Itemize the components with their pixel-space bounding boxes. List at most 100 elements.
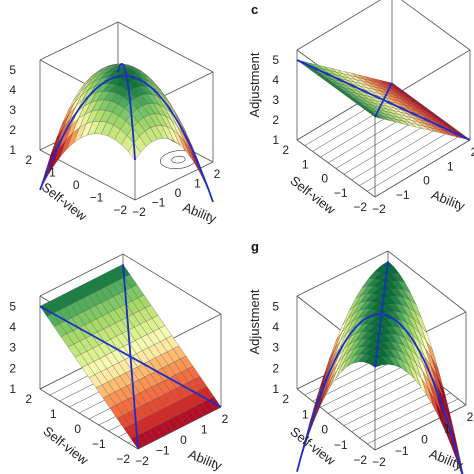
ability-tick-label: 1 — [444, 421, 451, 435]
panel-letter: c — [251, 2, 258, 17]
selfview-tick-label: −2 — [113, 203, 127, 217]
ability-tick-label: 2 — [222, 412, 229, 426]
selfview-tick-label: 0 — [321, 423, 328, 437]
selfview-tick-label: 0 — [74, 422, 81, 436]
vertical-tick-label: 1 — [9, 143, 16, 157]
ability-tick-label: 1 — [447, 159, 454, 173]
vertical-axis-ticks: 1 2 3 4 5 — [272, 53, 279, 147]
vertical-tick-label: 3 — [9, 103, 16, 117]
ability-tick-label: 2 — [467, 410, 474, 424]
selfview-axis-ticks: −2 −1 0 1 2 — [25, 392, 130, 466]
vertical-tick-label: 2 — [9, 361, 16, 375]
ability-tick-label: −1 — [395, 444, 409, 458]
vertical-tick-label: 2 — [9, 123, 16, 137]
line-incongruence — [39, 75, 214, 203]
ability-axis-label: Ability — [427, 446, 465, 473]
ability-tick-label: −2 — [132, 205, 146, 219]
vertical-tick-label: 3 — [9, 341, 16, 355]
panel-top-right: 12345−2−1012−2−1012AbilitySelf-viewAdjus… — [247, 0, 474, 217]
selfview-axis-ticks: −2 −1 012 — [282, 392, 367, 467]
vertical-axis-ticks: 1 2 3 4 5 — [9, 63, 16, 157]
vertical-tick-label: 3 — [272, 341, 279, 355]
ability-axis-ticks: −2 −1 012 — [135, 412, 229, 468]
surface — [296, 59, 471, 141]
selfview-tick-label: −1 — [90, 191, 104, 205]
ability-axis-label: Ability — [186, 446, 224, 473]
line-incongruence — [39, 305, 222, 408]
selfview-axis-label: Self-view — [287, 424, 338, 469]
ability-tick-label: −1 — [396, 188, 410, 202]
vertical-tick-label: 5 — [9, 63, 16, 77]
vertical-tick-label: 1 — [9, 382, 16, 396]
vertical-tick-label: 1 — [272, 133, 279, 147]
selfview-tick-label: −2 — [116, 452, 130, 466]
ability-tick-label: 0 — [180, 433, 187, 447]
vertical-tick-label: 5 — [9, 299, 16, 313]
selfview-axis-label: Self-view — [287, 173, 338, 218]
line-incongruence — [296, 59, 471, 141]
selfview-tick-label: 0 — [73, 178, 80, 192]
selfview-tick-label: −2 — [353, 453, 367, 467]
selfview-axis-label: Self-view — [39, 179, 90, 224]
ability-tick-label: 2 — [214, 167, 221, 181]
selfview-tick-label: 2 — [25, 153, 32, 167]
adjustment-axis-label: Adjustment — [247, 289, 262, 354]
blue-lines — [39, 62, 214, 203]
surface — [296, 261, 464, 474]
selfview-tick-label: 2 — [282, 143, 289, 157]
selfview-tick-label: 1 — [50, 407, 57, 421]
vertical-axis-ticks: 1 2 3 4 5 — [272, 299, 279, 396]
vertical-tick-label: 4 — [272, 320, 279, 334]
vertical-tick-label: 5 — [272, 299, 279, 313]
ability-tick-label: 1 — [201, 423, 208, 437]
ability-tick-label: −2 — [135, 454, 149, 468]
selfview-tick-label: 2 — [282, 392, 289, 406]
selfview-tick-label: 1 — [302, 157, 309, 171]
ability-tick-label: −2 — [372, 455, 386, 469]
blue-lines — [296, 59, 471, 141]
vertical-tick-label: 4 — [272, 73, 279, 87]
selfview-tick-label: 1 — [49, 166, 56, 180]
ability-axis-label: Ability — [429, 187, 467, 214]
ability-tick-label: −2 — [372, 202, 386, 216]
vertical-tick-label: 5 — [272, 53, 279, 67]
ability-tick-label: 0 — [421, 433, 428, 447]
selfview-tick-label: −1 — [92, 437, 106, 451]
selfview-axis-ticks: −2 −1 012 — [282, 143, 367, 214]
ability-axis-ticks: −2 −1 0 1 2 — [372, 410, 474, 469]
ability-tick-label: −1 — [156, 444, 170, 458]
ability-axis-ticks: −2 −1 012 — [132, 167, 221, 219]
selfview-tick-label: 1 — [302, 407, 309, 421]
selfview-tick-label: −1 — [334, 438, 348, 452]
vertical-tick-label: 1 — [272, 382, 279, 396]
vertical-tick-label: 4 — [9, 320, 16, 334]
panel-bottom-right: 12345−2−1012−2−1012AbilitySelf-viewAdjus… — [247, 239, 474, 474]
ability-tick-label: 0 — [175, 186, 182, 200]
selfview-tick-label: −1 — [334, 186, 348, 200]
selfview-tick-label: −2 — [353, 200, 367, 214]
line-incongruence — [296, 313, 464, 474]
selfview-tick-label: 2 — [25, 392, 32, 406]
blue-lines — [296, 261, 464, 474]
ability-tick-label: 1 — [194, 177, 201, 191]
ability-tick-label: −1 — [152, 196, 166, 210]
panel-letter: g — [251, 239, 259, 254]
vertical-axis-ticks: 1 2 3 4 5 — [9, 299, 16, 396]
vertical-tick-label: 2 — [272, 113, 279, 127]
adjustment-axis-label: Adjustment — [247, 52, 262, 117]
vertical-tick-label: 4 — [9, 83, 16, 97]
ability-tick-label: 2 — [471, 145, 474, 159]
selfview-axis-label: Self-view — [40, 423, 91, 468]
ability-axis-ticks: −2 −1 0 1 2 — [372, 145, 474, 216]
vertical-tick-label: 2 — [272, 361, 279, 375]
selfview-axis-ticks: −2 −1 0 1 2 — [25, 153, 127, 217]
selfview-tick-label: 0 — [321, 172, 328, 186]
ability-tick-label: 0 — [423, 174, 430, 188]
surface — [39, 264, 222, 450]
blue-lines — [39, 264, 222, 450]
ability-axis-label: Ability — [181, 199, 219, 226]
vertical-tick-label: 3 — [272, 93, 279, 107]
